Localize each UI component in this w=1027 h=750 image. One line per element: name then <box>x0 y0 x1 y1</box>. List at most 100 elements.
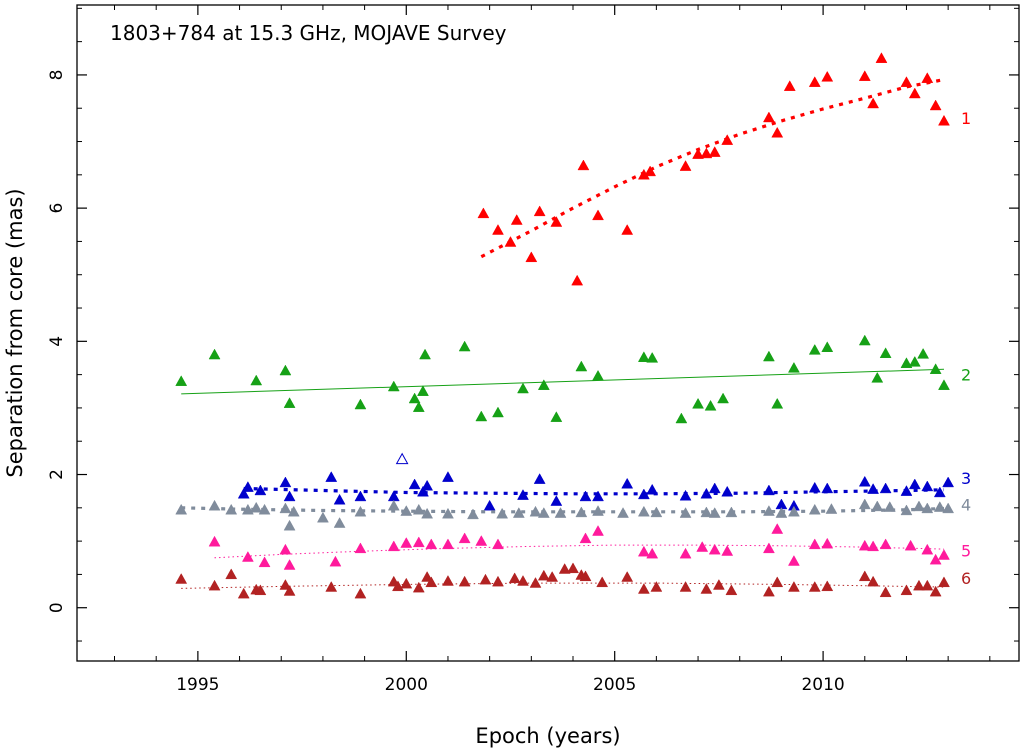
data-point <box>387 380 400 392</box>
data-point <box>558 563 571 574</box>
data-point <box>913 500 925 512</box>
data-point <box>550 216 563 227</box>
data-point <box>492 406 504 418</box>
data-point <box>550 495 563 506</box>
data-point <box>412 401 425 412</box>
data-point <box>208 348 221 360</box>
data-point <box>908 87 921 99</box>
data-point <box>492 224 504 235</box>
data-point <box>258 556 271 568</box>
data-point <box>871 371 884 383</box>
series-label-2: 2 <box>961 366 971 385</box>
data-point <box>477 207 490 219</box>
data-point <box>492 575 504 587</box>
data-point <box>879 347 892 358</box>
data-point <box>692 397 704 409</box>
data-point <box>575 506 588 518</box>
data-point <box>762 484 775 496</box>
data-point <box>442 507 454 519</box>
data-point <box>646 547 659 559</box>
data-point <box>279 364 292 376</box>
data-point <box>537 507 550 518</box>
plot-frame <box>76 4 1020 662</box>
data-point <box>592 369 604 381</box>
data-point <box>725 506 738 518</box>
data-point <box>483 499 496 511</box>
data-point <box>913 579 925 591</box>
data-point <box>762 542 775 554</box>
data-point <box>333 517 346 528</box>
data-point <box>908 478 921 490</box>
data-point <box>929 585 942 597</box>
data-point <box>883 501 896 512</box>
data-point <box>900 76 913 87</box>
data-point <box>867 97 880 109</box>
data-point <box>675 412 688 424</box>
data-point <box>942 502 955 514</box>
data-point <box>679 160 692 171</box>
data-point <box>592 490 604 502</box>
data-point <box>721 545 734 556</box>
open-data-point <box>395 452 409 465</box>
fit-line-2 <box>181 368 945 395</box>
series-label-5: 5 <box>961 541 971 560</box>
data-point <box>567 562 579 574</box>
data-point <box>858 334 871 346</box>
data-point <box>571 274 584 286</box>
data-point <box>679 581 692 592</box>
data-point <box>354 505 367 517</box>
data-point <box>512 507 525 518</box>
data-point <box>412 581 425 593</box>
data-point <box>921 480 934 492</box>
x-axis-label: Epoch (years) <box>475 724 620 748</box>
data-point <box>650 506 663 518</box>
series-6: 6 <box>175 562 971 599</box>
data-point <box>700 583 713 594</box>
data-point <box>700 147 713 159</box>
data-point <box>929 99 942 111</box>
y-tick-label: 4 <box>47 336 67 347</box>
data-point <box>771 126 784 138</box>
data-point <box>458 532 471 544</box>
data-point <box>537 569 550 581</box>
data-point <box>283 397 296 408</box>
data-point <box>867 483 880 494</box>
data-point <box>808 343 821 355</box>
data-point <box>821 70 834 82</box>
data-point <box>408 392 421 404</box>
data-point <box>637 351 650 362</box>
data-point <box>933 486 946 498</box>
data-point <box>938 576 950 588</box>
data-point <box>510 214 523 225</box>
data-point <box>704 399 717 411</box>
data-point <box>700 506 713 518</box>
data-point <box>579 490 592 502</box>
data-point <box>938 114 950 126</box>
axis-ticks: 1995 2000 2005 2010 0 2 4 6 8 <box>47 5 1019 695</box>
data-point <box>692 148 704 159</box>
data-point <box>467 508 479 520</box>
data-point <box>533 473 546 484</box>
data-point <box>579 532 592 544</box>
data-point <box>546 571 559 582</box>
data-point <box>408 478 421 490</box>
data-point <box>900 357 913 368</box>
fit-line-3 <box>243 486 945 496</box>
data-point <box>933 501 946 512</box>
data-point <box>637 583 650 594</box>
data-point <box>821 341 834 352</box>
data-point <box>904 539 917 551</box>
data-point <box>762 585 775 597</box>
data-point <box>279 502 292 514</box>
data-point <box>354 542 367 554</box>
data-point <box>637 545 650 557</box>
data-point <box>175 503 188 515</box>
data-point <box>621 571 634 582</box>
data-point <box>442 575 454 586</box>
data-point <box>775 507 788 518</box>
data-point <box>225 568 238 580</box>
fit-line-5 <box>214 544 945 559</box>
data-point <box>400 505 413 516</box>
data-point <box>617 507 629 518</box>
